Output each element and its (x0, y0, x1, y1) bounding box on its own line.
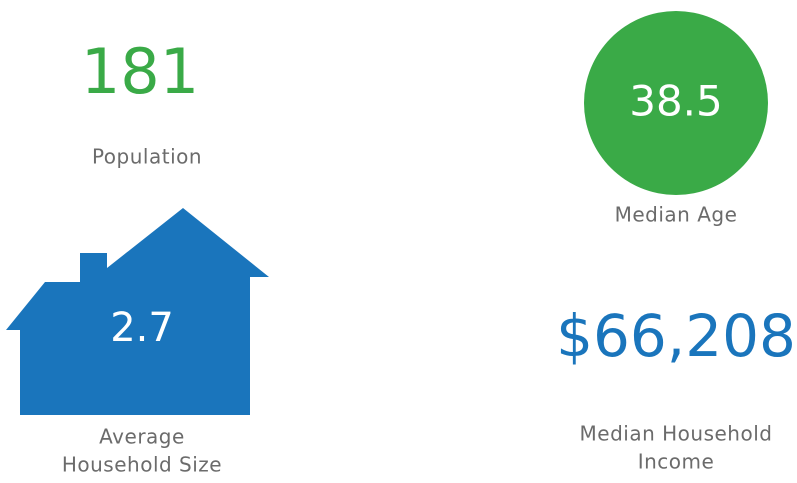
population-label: Population (92, 145, 202, 169)
age-circle (584, 11, 768, 195)
house-icon (6, 208, 269, 415)
median-age-value: 38.5 (629, 77, 723, 126)
population-value: 181 (81, 35, 199, 108)
median-income-value: $66,208 (556, 302, 796, 370)
household-size-value: 2.7 (110, 305, 174, 351)
median-income-label: Median Household (580, 422, 773, 446)
household-size-label: Average (99, 425, 185, 449)
median-age-label: Median Age (615, 203, 738, 227)
median-income-label: Income (638, 450, 715, 474)
household-size-label: Household Size (62, 453, 222, 477)
